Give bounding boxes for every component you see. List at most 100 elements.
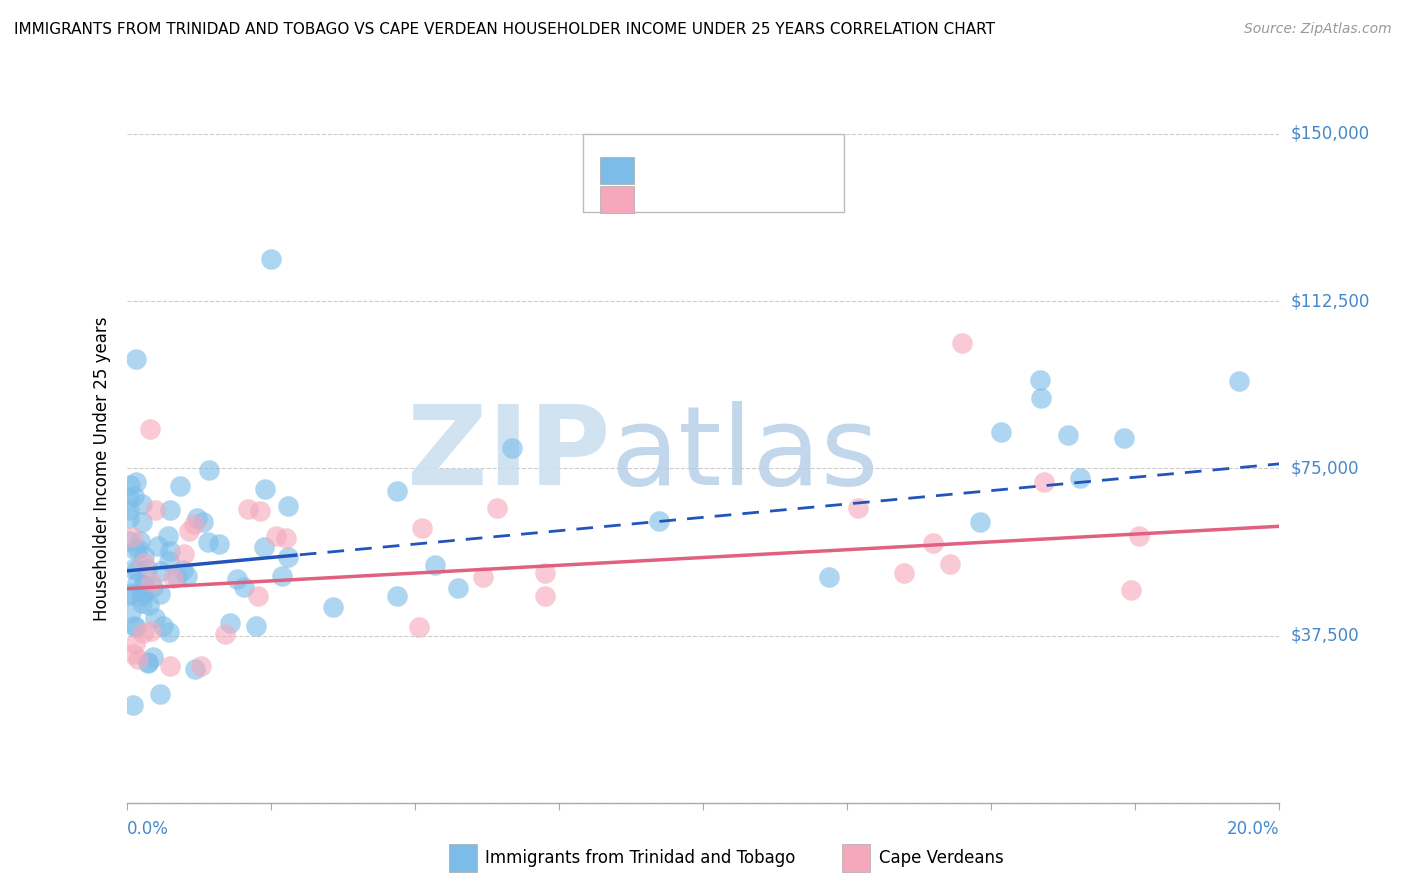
Point bbox=[1033, 475, 1056, 490]
Point bbox=[143, 503, 166, 517]
Point bbox=[1119, 583, 1142, 598]
Point bbox=[132, 556, 155, 570]
Point bbox=[191, 515, 214, 529]
Point bbox=[1069, 470, 1091, 484]
Point bbox=[253, 540, 276, 554]
Point bbox=[1227, 374, 1250, 388]
Point bbox=[120, 605, 142, 619]
Point bbox=[264, 529, 287, 543]
Point bbox=[1028, 372, 1050, 386]
Point bbox=[950, 336, 973, 351]
Point bbox=[236, 501, 259, 516]
Point bbox=[226, 572, 249, 586]
Point bbox=[162, 571, 184, 585]
Point bbox=[233, 580, 256, 594]
Point bbox=[939, 557, 962, 571]
Point bbox=[322, 599, 344, 614]
Text: Cape Verdeans: Cape Verdeans bbox=[879, 849, 1004, 867]
Point bbox=[385, 484, 408, 499]
Point bbox=[846, 500, 869, 515]
Point bbox=[198, 463, 221, 477]
Point bbox=[131, 497, 153, 511]
Point bbox=[190, 659, 212, 673]
Point bbox=[922, 535, 945, 549]
Point bbox=[124, 637, 146, 651]
Text: Immigrants from Trinidad and Tobago: Immigrants from Trinidad and Tobago bbox=[485, 849, 796, 867]
Point bbox=[122, 647, 145, 661]
Point bbox=[132, 578, 155, 592]
Point bbox=[125, 620, 148, 634]
Point bbox=[183, 517, 205, 532]
Point bbox=[219, 616, 242, 631]
Text: R =  0.106   N =  81: R = 0.106 N = 81 bbox=[644, 161, 811, 179]
Point bbox=[277, 499, 299, 513]
Point bbox=[246, 589, 269, 603]
Point bbox=[208, 537, 231, 551]
Text: 20.0%: 20.0% bbox=[1227, 820, 1279, 838]
Point bbox=[118, 588, 141, 602]
Point bbox=[124, 543, 146, 558]
Point bbox=[149, 565, 172, 579]
Point bbox=[533, 589, 555, 603]
Point bbox=[120, 586, 142, 600]
Point bbox=[408, 619, 430, 633]
Point bbox=[124, 619, 146, 633]
Point bbox=[173, 548, 195, 562]
Point bbox=[1057, 428, 1080, 442]
Point bbox=[143, 610, 166, 624]
Point bbox=[214, 626, 236, 640]
Point bbox=[176, 569, 198, 583]
Point bbox=[893, 566, 915, 580]
Point bbox=[131, 515, 153, 529]
Point bbox=[159, 503, 181, 517]
Point bbox=[118, 533, 141, 548]
Text: $37,500: $37,500 bbox=[1291, 626, 1360, 645]
Point bbox=[134, 578, 156, 592]
Point bbox=[129, 589, 152, 603]
Point bbox=[125, 563, 148, 577]
Point bbox=[127, 652, 149, 666]
Point bbox=[122, 562, 145, 576]
Point bbox=[197, 535, 219, 549]
Point bbox=[1029, 392, 1052, 406]
Text: 0.0%: 0.0% bbox=[127, 820, 169, 838]
Point bbox=[149, 687, 172, 701]
Point bbox=[138, 598, 160, 612]
Text: ZIP: ZIP bbox=[408, 401, 610, 508]
Point bbox=[818, 570, 841, 584]
Point bbox=[156, 529, 179, 543]
Point bbox=[990, 425, 1012, 439]
Point bbox=[385, 589, 408, 603]
Point bbox=[254, 483, 277, 497]
Point bbox=[501, 441, 523, 455]
Point bbox=[411, 521, 433, 535]
Point bbox=[274, 531, 297, 545]
Point bbox=[131, 625, 153, 640]
Point bbox=[118, 511, 141, 525]
Point bbox=[648, 514, 671, 528]
Point bbox=[277, 550, 299, 565]
Point bbox=[141, 574, 163, 589]
Point bbox=[447, 582, 470, 596]
Point bbox=[157, 624, 180, 639]
Text: IMMIGRANTS FROM TRINIDAD AND TOBAGO VS CAPE VERDEAN HOUSEHOLDER INCOME UNDER 25 : IMMIGRANTS FROM TRINIDAD AND TOBAGO VS C… bbox=[14, 22, 995, 37]
Point bbox=[127, 541, 149, 556]
Point bbox=[142, 650, 165, 665]
Point bbox=[177, 524, 200, 538]
Point bbox=[259, 252, 281, 266]
Point bbox=[471, 570, 494, 584]
Text: R =  0.099   N =  36: R = 0.099 N = 36 bbox=[644, 191, 811, 209]
Point bbox=[485, 501, 508, 516]
Point bbox=[152, 619, 174, 633]
Point bbox=[249, 504, 271, 518]
Point bbox=[125, 576, 148, 591]
Point bbox=[1114, 431, 1136, 445]
Text: $112,500: $112,500 bbox=[1291, 292, 1369, 310]
Point bbox=[149, 587, 172, 601]
Point bbox=[121, 531, 143, 545]
Point bbox=[129, 534, 152, 549]
Point bbox=[172, 563, 194, 577]
Point bbox=[969, 516, 991, 530]
Point bbox=[121, 698, 143, 712]
Point bbox=[169, 479, 191, 493]
